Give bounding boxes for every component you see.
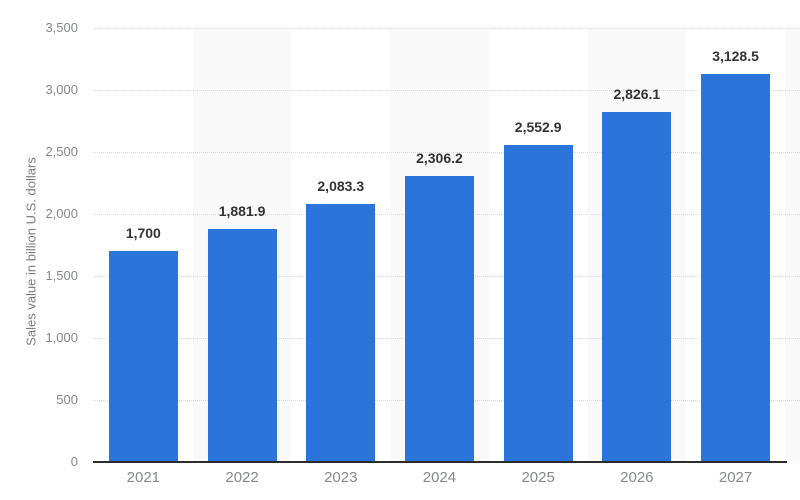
- y-axis-tick-label: 0: [70, 454, 78, 469]
- y-axis-tick-label: 500: [56, 392, 78, 407]
- y-axis-title: Sales value in billion U.S. dollars: [23, 157, 39, 346]
- plot-band-right-edge: [784, 28, 800, 462]
- y-axis-tick-label: 3,500: [45, 20, 78, 35]
- data-label-2024: 2,306.2: [416, 150, 463, 167]
- y-axis-tick-label: 1,000: [45, 330, 78, 345]
- data-label-2026: 2,826.1: [613, 85, 661, 102]
- y-axis-tick-label: 2,000: [45, 206, 78, 221]
- data-label-2023: 2,083.3: [317, 177, 365, 194]
- gridline-3000: [93, 90, 800, 91]
- x-axis-label-2021: 2021: [126, 469, 161, 486]
- gridline-2500: [93, 152, 800, 153]
- y-axis-tick-label: 3,000: [45, 82, 78, 97]
- bar-2024[interactable]: [404, 176, 474, 462]
- data-label-2022: 1,881.9: [218, 202, 266, 219]
- x-axis-label-2025: 2025: [521, 469, 555, 486]
- data-label-2021: 1,700: [125, 225, 161, 242]
- x-axis-label-2023: 2023: [324, 469, 358, 486]
- y-axis-tick-label: 1,500: [45, 268, 78, 283]
- bar-2022[interactable]: [207, 228, 277, 462]
- x-axis-label-2026: 2026: [620, 469, 654, 486]
- bar-2025[interactable]: [503, 145, 573, 462]
- bar-2023[interactable]: [306, 203, 376, 462]
- y-axis-tick-label: 2,500: [45, 144, 78, 159]
- x-axis-line: [93, 461, 787, 463]
- x-axis-label-2024: 2024: [422, 469, 457, 486]
- data-label-2025: 2,552.9: [514, 119, 562, 136]
- x-axis-label-2022: 2022: [225, 469, 259, 486]
- bar-2021[interactable]: [108, 251, 178, 462]
- data-label-2027: 3,128.5: [712, 48, 759, 65]
- gridline-3500: [93, 28, 800, 29]
- bar-2027[interactable]: [701, 74, 771, 462]
- bar-2026[interactable]: [602, 111, 672, 462]
- x-axis-label-2027: 2027: [718, 469, 753, 486]
